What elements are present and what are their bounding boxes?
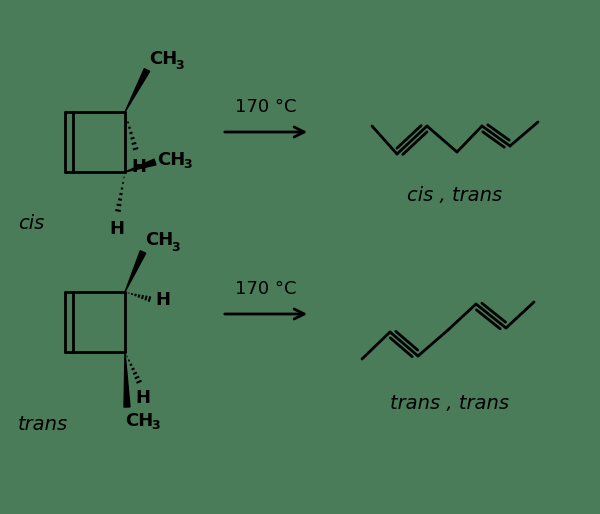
Text: trans: trans [18,415,68,434]
Text: 3: 3 [171,241,179,254]
Text: 170 °C: 170 °C [235,98,297,116]
Text: 3: 3 [175,59,184,72]
Text: CH: CH [149,50,177,68]
Text: 3: 3 [183,158,191,172]
Text: 3: 3 [151,419,160,432]
Polygon shape [125,159,156,172]
Text: trans , trans: trans , trans [391,394,509,413]
Polygon shape [124,352,130,407]
Text: cis , trans: cis , trans [407,186,503,205]
Text: CH: CH [125,412,153,430]
Polygon shape [125,68,149,112]
Text: H: H [155,291,170,309]
Polygon shape [125,251,146,292]
Text: cis: cis [18,214,44,233]
Text: H: H [110,220,125,238]
Text: CH: CH [157,151,185,169]
Text: H: H [131,158,146,176]
Text: 170 °C: 170 °C [235,280,297,298]
Text: CH: CH [145,231,173,249]
Text: H: H [136,389,151,407]
